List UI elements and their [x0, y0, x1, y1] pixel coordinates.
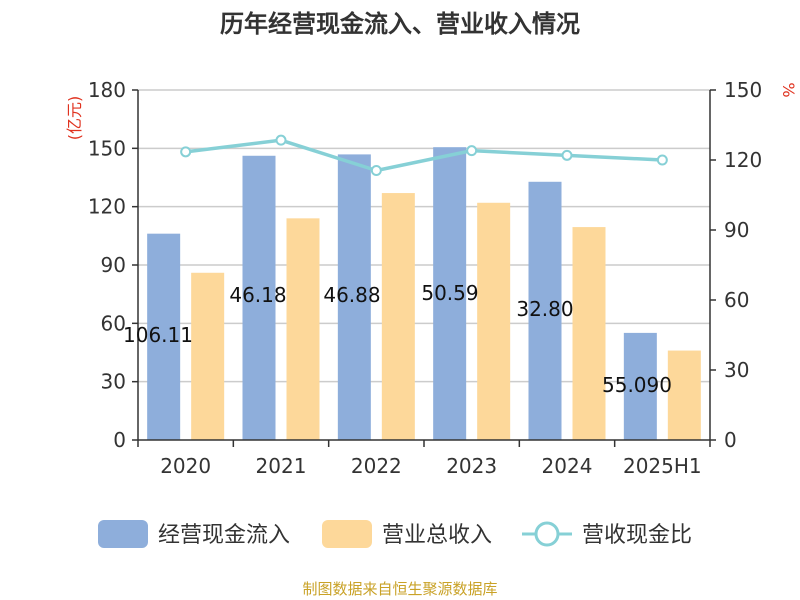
x-tick-label: 2025H1 [623, 454, 702, 478]
bar-revenue [286, 218, 320, 440]
ratio-point [370, 165, 382, 176]
data-label: 55.090 [602, 373, 672, 397]
data-label: 106.11 [123, 323, 193, 347]
ratio-point [466, 145, 478, 157]
bar-revenue [572, 227, 606, 440]
ratio-line [185, 138, 663, 173]
ratio-point [656, 154, 668, 166]
ratio-point [275, 134, 287, 146]
right-axis-unit: % [779, 82, 798, 97]
x-tick-label: 2020 [160, 454, 211, 478]
x-tick-label: 2023 [446, 454, 497, 478]
x-tick-label: 2022 [351, 454, 402, 478]
right-tick-label: 120 [724, 148, 762, 172]
bar-cash-inflow [242, 155, 276, 440]
legend-label: 营收现金比 [582, 523, 692, 548]
ratio-point [180, 146, 192, 158]
legend-label: 营业总收入 [382, 523, 492, 548]
x-tick-label: 2024 [542, 454, 593, 478]
bar-cash-inflow [623, 332, 657, 440]
left-tick-label: 90 [101, 253, 126, 277]
ratio-point [561, 149, 573, 161]
bar-cash-inflow [147, 233, 181, 440]
legend-swatch [98, 520, 148, 548]
bar-revenue [381, 193, 415, 440]
data-label: 46.18 [229, 283, 286, 307]
right-tick-label: 90 [724, 218, 749, 242]
chart-title: 历年经营现金流入、营业收入情况 [220, 10, 580, 38]
data-label: 50.59 [421, 281, 478, 305]
right-tick-label: 60 [724, 288, 749, 312]
legend-marker [534, 521, 560, 547]
right-tick-label: 150 [724, 78, 762, 102]
left-tick-label: 120 [88, 195, 126, 219]
left-tick-label: 180 [88, 78, 126, 102]
source-note: 制图数据来自恒生聚源数据库 [302, 580, 497, 598]
data-label: 46.88 [323, 283, 380, 307]
legend-swatch [322, 520, 372, 548]
bar-cash-inflow [433, 147, 467, 441]
bar-revenue [667, 350, 701, 440]
bar-cash-inflow [528, 181, 562, 440]
bar-cash-inflow [337, 154, 371, 440]
left-tick-label: 0 [113, 428, 126, 452]
legend-label: 经营现金流入 [158, 523, 290, 548]
left-tick-label: 60 [101, 311, 126, 335]
bar-revenue [191, 272, 225, 440]
right-tick-label: 30 [724, 358, 749, 382]
bar-revenue [477, 202, 511, 440]
left-tick-label: 30 [101, 370, 126, 394]
data-label: 32.80 [516, 297, 573, 321]
left-axis-unit: (亿元) [65, 96, 84, 141]
x-tick-label: 2021 [256, 454, 307, 478]
left-tick-label: 150 [88, 136, 126, 160]
right-tick-label: 0 [724, 428, 737, 452]
